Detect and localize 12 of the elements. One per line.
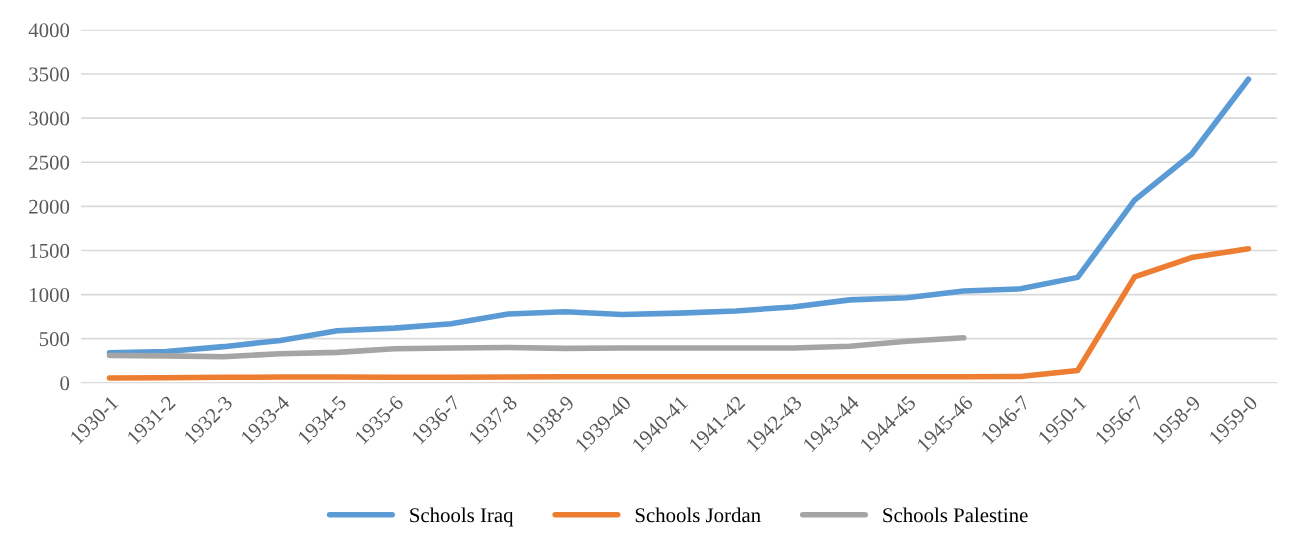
- y-tick-label: 1000: [30, 287, 70, 303]
- y-tick-label: 3500: [29, 67, 70, 82]
- y-tick-label: 2000: [29, 199, 70, 214]
- legend-label: Schools Palestine: [883, 507, 1028, 523]
- legend-label: Schools Jordan: [635, 507, 761, 523]
- y-tick-label: 2500: [29, 155, 70, 170]
- legend-label: Schools Iraq: [410, 507, 514, 527]
- y-tick-label: 4000: [28, 23, 70, 38]
- y-tick-label: 3000: [29, 111, 70, 126]
- y-tick-label: 500: [39, 332, 70, 347]
- y-tick-label: 0: [60, 376, 70, 391]
- y-tick-label: 1500: [30, 243, 70, 258]
